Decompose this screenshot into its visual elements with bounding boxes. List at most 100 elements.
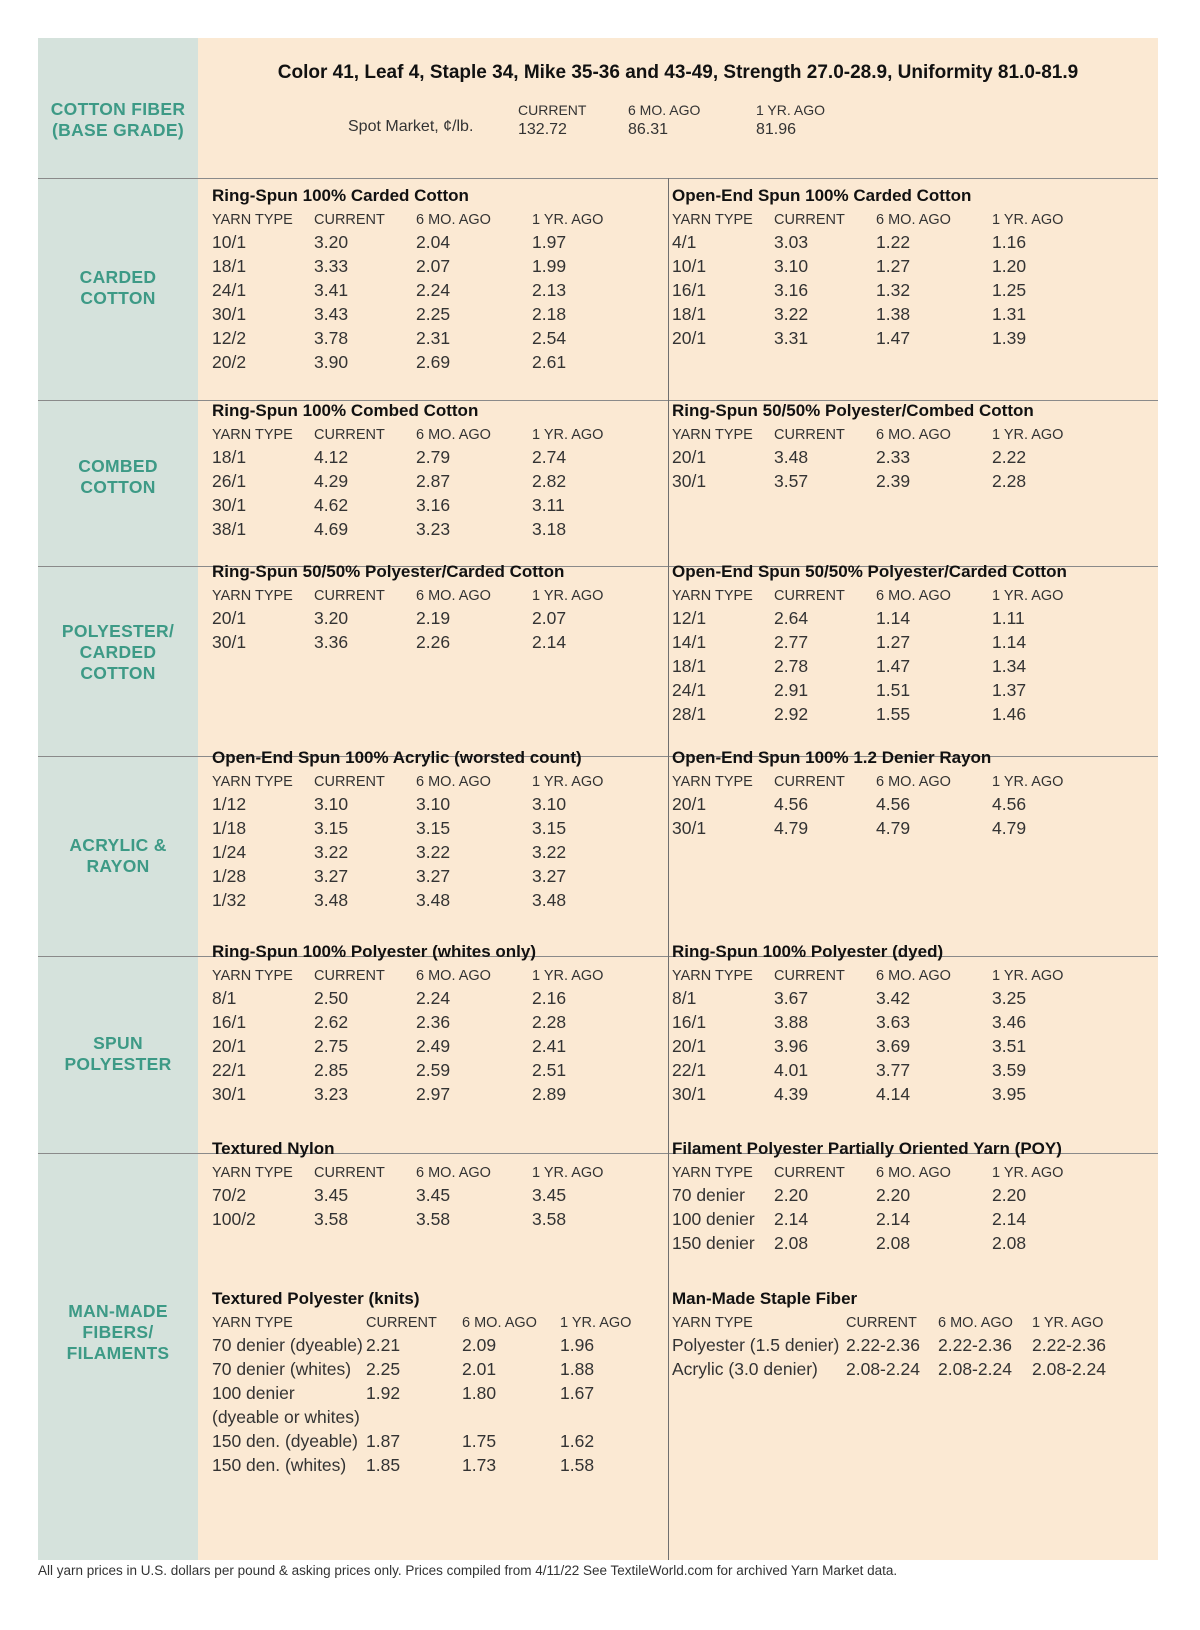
cell-one-year-ago: 1.16 <box>992 232 1027 252</box>
cell-one-year-ago: 3.15 <box>532 818 567 838</box>
cell-current: 3.45 <box>314 1185 349 1205</box>
table-row: 30/1 4.39 4.14 3.95 <box>672 1084 1026 1108</box>
cell-yarn-type: 8/1 <box>672 988 697 1008</box>
cell-current: 2.92 <box>774 704 809 724</box>
cell-current: 3.36 <box>314 632 349 652</box>
table-row: 150 den. (dyeable) 1.87 1.75 1.62 <box>212 1431 594 1455</box>
cell-current: 3.15 <box>314 818 349 838</box>
header-one-year-ago: 1 YR. AGO <box>532 427 604 443</box>
cell-yarn-type: 30/1 <box>672 471 707 491</box>
cell-current: 1.85 <box>366 1455 401 1475</box>
cell-yarn-type: 20/1 <box>672 328 707 348</box>
cell-yarn-type: 1/18 <box>212 818 247 838</box>
section-title: Ring-Spun 100% Polyester (whites only) <box>212 942 537 961</box>
table-row: 8/1 2.50 2.24 2.16 <box>212 988 566 1012</box>
cell-six-month-ago: 3.16 <box>416 495 451 515</box>
cell-six-month-ago: 2.39 <box>876 471 911 491</box>
table-row: 150 denier 2.08 2.08 2.08 <box>672 1233 1062 1257</box>
spot-1yr: 1 YR. AGO 81.96 <box>756 100 825 140</box>
cell-six-month-ago: 3.69 <box>876 1036 911 1056</box>
table-row: 26/1 4.29 2.87 2.82 <box>212 471 566 495</box>
table-row: 1/32 3.48 3.48 3.48 <box>212 890 582 914</box>
cell-one-year-ago: 2.16 <box>532 988 567 1008</box>
header-yarn-type: YARN TYPE <box>212 968 293 984</box>
cell-one-year-ago: 3.58 <box>532 1209 567 1229</box>
column-headers: YARN TYPE CURRENT 6 MO. AGO 1 YR. AGO <box>212 1165 603 1185</box>
table-row: 100/2 3.58 3.58 3.58 <box>212 1209 566 1233</box>
cell-six-month-ago: 2.87 <box>416 471 451 491</box>
price-table: Man-Made Staple Fiber YARN TYPE CURRENT 6 M… <box>672 1289 1106 1383</box>
cell-six-month-ago: 2.69 <box>416 352 451 372</box>
column-headers: YARN TYPE CURRENT 6 MO. AGO 1 YR. AGO <box>212 1315 631 1335</box>
cell-six-month-ago: 1.27 <box>876 632 911 652</box>
table-row: 30/1 3.43 2.25 2.18 <box>212 304 566 328</box>
row-divider <box>38 756 1158 757</box>
cell-yarn-type: 38/1 <box>212 519 247 539</box>
cell-one-year-ago: 1.88 <box>560 1359 595 1379</box>
cell-one-year-ago: 3.51 <box>992 1036 1027 1056</box>
header-six-month-ago: 6 MO. AGO <box>876 588 951 604</box>
cell-yarn-type: 1/28 <box>212 866 247 886</box>
table-row: 10/1 3.20 2.04 1.97 <box>212 232 566 256</box>
cell-current: 2.08 <box>774 1233 809 1253</box>
cell-one-year-ago: 1.96 <box>560 1335 595 1355</box>
cell-one-year-ago: 1.58 <box>560 1455 595 1475</box>
cell-yarn-type: 20/1 <box>672 794 707 814</box>
cell-yarn-type: 16/1 <box>672 1012 707 1032</box>
cell-current: 2.08-2.24 <box>846 1359 920 1379</box>
header-one-year-ago: 1 YR. AGO <box>992 774 1064 790</box>
header-one-year-ago: 1 YR. AGO <box>1032 1315 1104 1331</box>
table-row: 30/1 4.79 4.79 4.79 <box>672 818 1026 842</box>
cell-six-month-ago: 2.07 <box>416 256 451 276</box>
cell-current: 3.96 <box>774 1036 809 1056</box>
cell-yarn-type: 30/1 <box>212 304 247 324</box>
cell-six-month-ago: 3.77 <box>876 1060 911 1080</box>
table-row: 70 denier (dyeable) 2.21 2.09 1.96 <box>212 1335 594 1359</box>
cell-current: 3.57 <box>774 471 809 491</box>
price-table: Open-End Spun 100% 1.2 Denier Rayon YARN … <box>672 748 1063 842</box>
column-headers: YARN TYPE CURRENT 6 MO. AGO 1 YR. AGO <box>212 774 603 794</box>
column-headers: YARN TYPE CURRENT 6 MO. AGO 1 YR. AGO <box>672 968 1063 988</box>
header-current: CURRENT <box>774 968 845 984</box>
cell-yarn-type: 70 denier <box>672 1185 745 1205</box>
cell-six-month-ago: 2.59 <box>416 1060 451 1080</box>
cell-current: 2.62 <box>314 1012 349 1032</box>
cell-current: 3.88 <box>774 1012 809 1032</box>
cell-six-month-ago: 2.25 <box>416 304 451 324</box>
spot-1yr-value: 81.96 <box>756 121 797 138</box>
header-one-year-ago: 1 YR. AGO <box>532 774 604 790</box>
header-current: CURRENT <box>774 1165 845 1181</box>
cell-one-year-ago: 2.13 <box>532 280 567 300</box>
cell-yarn-type: 20/2 <box>212 352 247 372</box>
cell-six-month-ago: 2.31 <box>416 328 451 348</box>
cell-current: 3.78 <box>314 328 349 348</box>
category-spun-polyester: SPUN POLYESTER <box>64 1033 172 1074</box>
cell-yarn-type: 70 denier (whites) <box>212 1359 352 1379</box>
cell-yarn-type: 24/1 <box>212 280 247 300</box>
cell-one-year-ago: 3.46 <box>992 1012 1027 1032</box>
cell-yarn-type: 150 den. (whites) <box>212 1455 347 1475</box>
table-row: 30/1 3.36 2.26 2.14 <box>212 632 566 656</box>
cell-current: 4.69 <box>314 519 349 539</box>
cell-six-month-ago: 2.24 <box>416 280 451 300</box>
column-headers: YARN TYPE CURRENT 6 MO. AGO 1 YR. AGO <box>212 968 603 988</box>
spot-6mo-header: 6 MO. AGO <box>628 102 701 118</box>
price-table: Filament Polyester Partially Oriented Ya… <box>672 1139 1063 1257</box>
cell-six-month-ago: 2.22-2.36 <box>938 1335 1012 1355</box>
section-title: Open-End Spun 100% Acrylic (worsted coun… <box>212 748 582 767</box>
header-yarn-type: YARN TYPE <box>212 1315 293 1331</box>
table-row: 1/12 3.10 3.10 3.10 <box>212 794 582 818</box>
header-one-year-ago: 1 YR. AGO <box>532 968 604 984</box>
cell-one-year-ago: 1.67 <box>560 1383 595 1403</box>
cell-yarn-type: 18/1 <box>672 656 707 676</box>
header-current: CURRENT <box>314 588 385 604</box>
header-current: CURRENT <box>774 427 845 443</box>
cell-six-month-ago: 3.27 <box>416 866 451 886</box>
cell-one-year-ago: 1.25 <box>992 280 1027 300</box>
cell-six-month-ago: 2.33 <box>876 447 911 467</box>
table-row: 38/1 4.69 3.23 3.18 <box>212 519 566 543</box>
category-carded-cotton: CARDED COTTON <box>79 267 157 308</box>
cell-six-month-ago: 3.48 <box>416 890 451 910</box>
row-divider <box>38 1153 1158 1154</box>
cell-six-month-ago: 1.75 <box>462 1431 497 1451</box>
